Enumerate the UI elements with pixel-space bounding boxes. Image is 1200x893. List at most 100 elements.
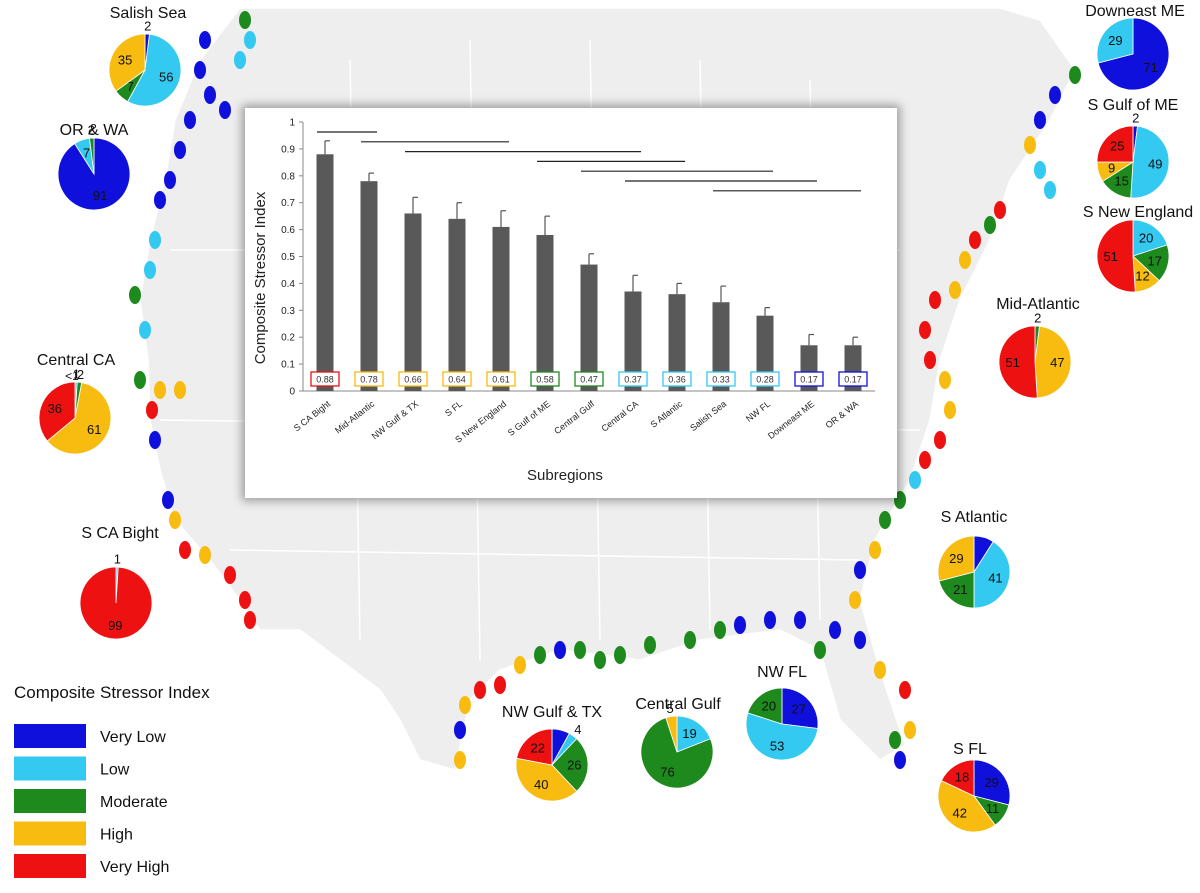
- y-tick-label: 0.6: [281, 225, 295, 236]
- coast-segment: [199, 31, 211, 49]
- coast-segment: [594, 651, 606, 669]
- pie-slice-label: 71: [1143, 60, 1157, 75]
- coast-segment: [944, 401, 956, 419]
- coast-segment: [899, 681, 911, 699]
- coast-segment: [454, 721, 466, 739]
- legend-swatch-very-high: [14, 854, 86, 878]
- pie-slice-high: [108, 33, 146, 92]
- pie-s-atlantic: S Atlantic 41 21 29: [937, 509, 1011, 609]
- pie-slice-low: [676, 715, 711, 753]
- pie-slice-label: 29: [984, 775, 998, 790]
- pie-slice-label: 51: [1103, 249, 1117, 264]
- pie-title: S CA Bight: [81, 525, 159, 542]
- bar-s-gulf-of-me: [536, 234, 554, 391]
- pie-slice-very-high: [79, 566, 153, 640]
- coast-segment: [614, 646, 626, 664]
- pie-slice-label: 53: [770, 738, 784, 753]
- pie-title: Mid-Atlantic: [996, 296, 1080, 313]
- pie-central-gulf: Central Gulf 19 76 5: [635, 696, 721, 789]
- pie-slice-very-low: [973, 759, 1011, 806]
- bar-chart-panel: Composite Stressor Index Subregions 0 0.1…: [245, 108, 897, 498]
- coast-segment: [969, 231, 981, 249]
- pie-slice-label: 29: [1108, 33, 1122, 48]
- pie-title: Salish Sea: [110, 5, 187, 22]
- pie-slice-label: 2: [77, 367, 84, 382]
- x-category-label: S FL: [443, 399, 464, 419]
- value-label-box: [310, 371, 340, 387]
- bar-nw-gulf-and-tx: [404, 213, 422, 391]
- value-label-box: [662, 371, 692, 387]
- pie-slice-label: 15: [1114, 174, 1128, 189]
- coast-segment: [199, 546, 211, 564]
- x-category-label: Salish Sea: [688, 399, 728, 433]
- coast-segment: [644, 636, 656, 654]
- x-category-label: Central Gulf: [552, 398, 596, 436]
- legend-swatch-high: [14, 821, 86, 846]
- coast-segment: [924, 351, 936, 369]
- coast-segment: [134, 371, 146, 389]
- x-category-label: OR & WA: [824, 399, 861, 431]
- x-category-label: Downeast ME: [766, 399, 816, 441]
- pie-slice-label: 9: [1108, 161, 1115, 176]
- pie-slice-label: 27: [792, 702, 806, 717]
- legend-label-high: High: [100, 827, 133, 844]
- coast-segment: [929, 291, 941, 309]
- coast-segment: [1049, 86, 1061, 104]
- pie-slice-low: [127, 33, 182, 107]
- pie-slice-low: [1130, 125, 1170, 199]
- coast-segment: [174, 141, 186, 159]
- coast-segment: [154, 381, 166, 399]
- coast-segment: [234, 51, 246, 69]
- pie-slice-very-low: [781, 687, 819, 729]
- x-category-label: Central CA: [599, 399, 640, 434]
- pie-slice-low: [745, 712, 819, 761]
- coast-segment: [179, 541, 191, 559]
- pie-title: Central CA: [37, 352, 116, 369]
- coast-segment: [129, 286, 141, 304]
- coast-segment: [162, 491, 174, 509]
- pie-slice-very-high: [940, 759, 975, 797]
- y-tick-label: 0.9: [281, 144, 295, 155]
- y-tick-label: 0.2: [281, 333, 295, 344]
- pie-slice-label: 1: [73, 367, 80, 382]
- pie-s-gulf-of-me: S Gulf of ME2 49 159 25: [1088, 97, 1179, 199]
- coast-segment: [814, 641, 826, 659]
- coast-segment: [894, 491, 906, 509]
- pie-slice-label: 36: [48, 401, 62, 416]
- pie-slice-moderate: [747, 687, 783, 725]
- pie-title: NW FL: [757, 664, 807, 681]
- value-label: 0.17: [844, 375, 862, 385]
- pie-slice-label: 25: [1110, 139, 1124, 154]
- x-category-label: Mid-Atlantic: [333, 398, 377, 435]
- y-tick-label: 0.5: [281, 252, 295, 263]
- bar-chart: Composite Stressor Index Subregions 0 0.1…: [252, 118, 875, 484]
- coast-segment: [939, 371, 951, 389]
- pie-slice-label: 40: [534, 777, 548, 792]
- coast-segment: [714, 621, 726, 639]
- pie-s-ca-bight: S CA Bight 1 99: [79, 525, 159, 640]
- pie-s-fl: S FL 29 11 42 18: [937, 741, 1011, 833]
- coast-segment: [919, 321, 931, 339]
- coast-segment: [764, 611, 776, 629]
- legend-label-very-low: Very Low: [100, 729, 166, 746]
- coast-segment: [994, 201, 1006, 219]
- pie-downeast-me: Downeast ME 71 29: [1085, 3, 1185, 91]
- pie-nw-fl: NW FL 27 53 20: [745, 664, 819, 761]
- pie-title: NW Gulf & TX: [502, 704, 602, 721]
- value-label-box: [530, 371, 560, 387]
- pie-title: Central Gulf: [635, 696, 721, 713]
- coast-segment: [734, 616, 746, 634]
- legend-swatch-low: [14, 756, 86, 781]
- coast-segment: [904, 721, 916, 739]
- pie-slice-low: [1096, 17, 1134, 64]
- pie-slice-label: 20: [1139, 230, 1153, 245]
- value-label-box: [838, 371, 868, 387]
- pie-title: S Gulf of ME: [1088, 97, 1179, 114]
- coast-segment: [139, 321, 151, 339]
- legend: Composite Stressor Index Very Low Low Mode…: [14, 683, 210, 878]
- coast-segment: [239, 591, 251, 609]
- coast-segment: [194, 61, 206, 79]
